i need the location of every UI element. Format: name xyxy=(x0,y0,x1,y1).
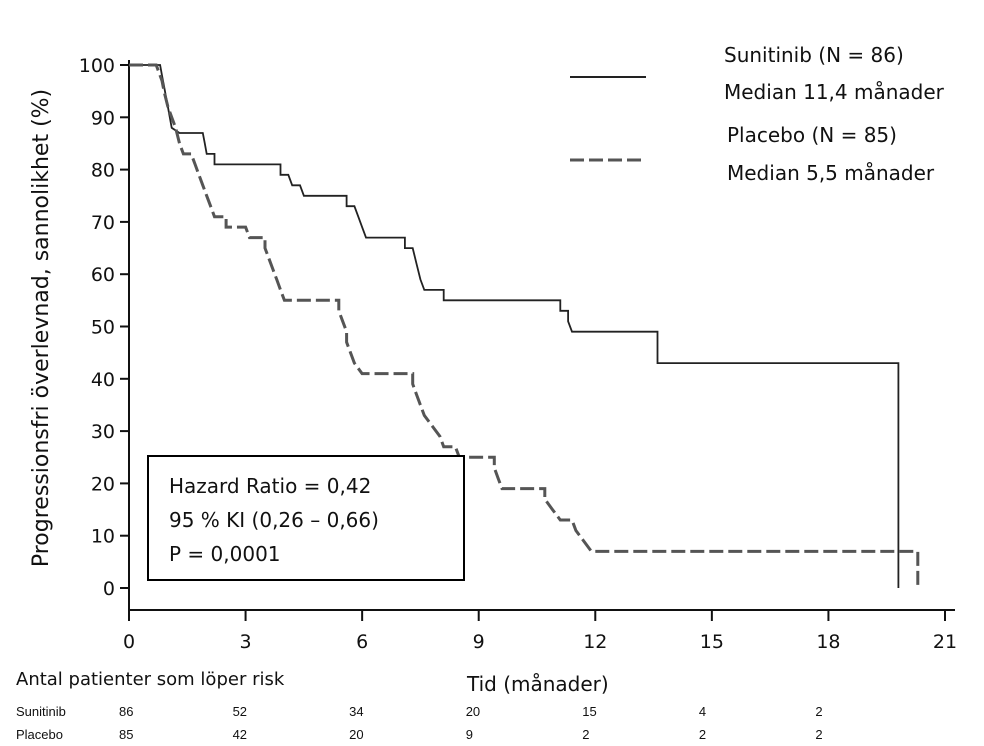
legend-sunitinib-median: Median 11,4 månader xyxy=(724,80,945,104)
ticks: 0 10 20 30 40 50 60 70 80 90 100 0 3 6 9 12 15 18 21 xyxy=(79,55,957,653)
y-tick-label: 30 xyxy=(91,421,115,443)
legend: Sunitinib (N = 86) Median 11,4 månader P… xyxy=(570,43,945,185)
risk-cell: 2 xyxy=(815,704,822,719)
risk-cell: 42 xyxy=(233,727,247,742)
x-tick-label: 3 xyxy=(240,631,252,653)
legend-placebo-label: Placebo (N = 85) xyxy=(727,123,897,147)
hazard-ratio-box: Hazard Ratio = 0,42 95 % KI (0,26 – 0,66… xyxy=(147,455,465,581)
y-tick-label: 60 xyxy=(91,264,115,286)
legend-placebo-median: Median 5,5 månader xyxy=(727,161,935,185)
x-tick-label: 21 xyxy=(933,631,957,653)
x-tick-label: 18 xyxy=(816,631,840,653)
y-tick-label: 70 xyxy=(91,212,115,234)
y-tick-label: 100 xyxy=(79,55,115,77)
risk-cell: 2 xyxy=(699,727,706,742)
risk-cell: 15 xyxy=(582,704,596,719)
annotation-line-2: 95 % KI (0,26 – 0,66) xyxy=(169,508,379,532)
axes xyxy=(128,60,955,611)
y-tick-label: 20 xyxy=(91,473,115,495)
risk-cell: 52 xyxy=(233,704,247,719)
risk-row-name: Sunitinib xyxy=(16,704,66,719)
x-tick-label: 6 xyxy=(356,631,368,653)
x-tick-label: 15 xyxy=(700,631,724,653)
risk-cell: 34 xyxy=(349,704,363,719)
risk-row-name: Placebo xyxy=(16,727,63,742)
risk-cell: 4 xyxy=(699,704,706,719)
risk-cell: 85 xyxy=(119,727,133,742)
y-axis-label: Progressionsfri överlevnad, sannolikhet … xyxy=(29,89,54,567)
risk-cell: 2 xyxy=(582,727,589,742)
x-tick-label: 12 xyxy=(583,631,607,653)
legend-sunitinib-label: Sunitinib (N = 86) xyxy=(724,43,904,67)
y-tick-label: 0 xyxy=(103,578,115,600)
risk-table: Antal patienter som löper risk Sunitinib… xyxy=(16,669,823,742)
series-line-sunitinib xyxy=(129,64,900,588)
risk-table-title: Antal patienter som löper risk xyxy=(16,669,285,690)
x-axis-label: Tid (månader) xyxy=(466,672,609,696)
x-tick-label: 9 xyxy=(473,631,485,653)
y-tick-label: 50 xyxy=(91,317,115,339)
annotation-line-3: P = 0,0001 xyxy=(169,542,281,566)
risk-cell: 20 xyxy=(466,704,480,719)
x-tick-label: 0 xyxy=(123,631,135,653)
y-tick-label: 40 xyxy=(91,369,115,391)
series xyxy=(129,63,920,588)
y-tick-label: 10 xyxy=(91,526,115,548)
y-tick-label: 80 xyxy=(91,160,115,182)
risk-cell: 9 xyxy=(466,727,473,742)
risk-cell: 2 xyxy=(815,727,822,742)
annotation-line-1: Hazard Ratio = 0,42 xyxy=(169,474,371,498)
series-line-placebo xyxy=(129,63,920,588)
risk-cell: 86 xyxy=(119,704,133,719)
risk-cell: 20 xyxy=(349,727,363,742)
y-tick-label: 90 xyxy=(91,107,115,129)
annotation-frame xyxy=(147,455,465,581)
